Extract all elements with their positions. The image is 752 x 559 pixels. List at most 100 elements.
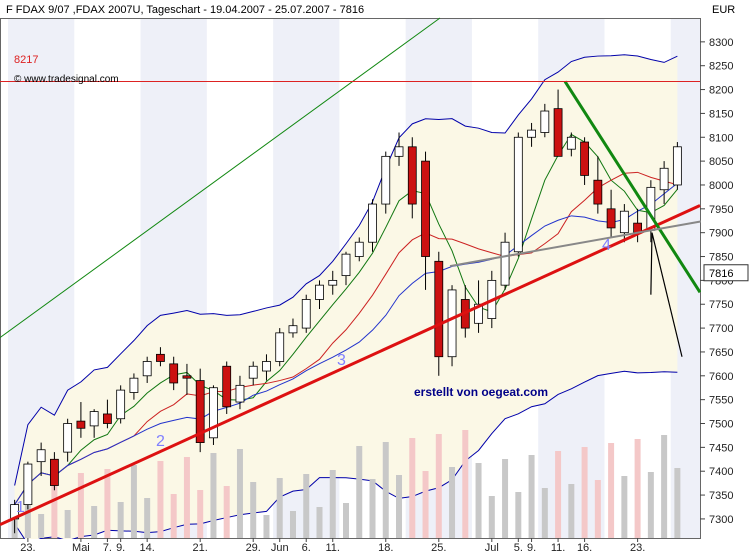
candle-body xyxy=(156,353,165,362)
candle-body xyxy=(142,361,152,377)
volume-bar xyxy=(236,449,243,538)
price-tick-label: 7650 xyxy=(709,347,733,359)
price-tick-label: 7500 xyxy=(709,419,733,431)
price-tick-label: 7600 xyxy=(709,371,733,383)
volume-bar xyxy=(303,474,310,538)
volume-bar xyxy=(449,467,456,538)
date-tick-label: 7. xyxy=(103,542,112,554)
price-tick-label: 7350 xyxy=(709,490,733,502)
candle-body xyxy=(63,423,73,453)
candle-body xyxy=(89,411,99,427)
credit-label: erstellt von oegeat.com xyxy=(414,385,548,399)
volume-bar xyxy=(130,465,137,538)
candle-body xyxy=(315,284,324,300)
candle-body xyxy=(381,155,391,205)
candle-body xyxy=(341,253,351,277)
candle-body xyxy=(275,332,285,362)
date-tick-label: 23. xyxy=(20,542,35,554)
date-tick-label: 29. xyxy=(246,542,261,554)
price-tick-label: 8000 xyxy=(709,180,733,192)
plot-frame xyxy=(0,18,701,539)
candle-body xyxy=(129,377,139,393)
candle-body xyxy=(500,241,510,286)
wave-annotation: 2 xyxy=(156,433,165,450)
volume-bar xyxy=(369,479,376,538)
volume-bar xyxy=(462,430,469,538)
candle-body xyxy=(619,210,629,234)
candle-body xyxy=(474,303,483,324)
wave-annotation: 4 xyxy=(602,237,611,254)
candle-body xyxy=(527,129,536,138)
date-tick-label: Mai xyxy=(72,542,90,554)
price-tick-label: 7450 xyxy=(709,442,733,454)
candle-body xyxy=(368,203,377,243)
candle-body xyxy=(447,289,457,358)
date-tick-label: 18. xyxy=(378,542,393,554)
volume-bar xyxy=(435,434,442,538)
candle-body xyxy=(103,413,112,424)
volume-bar xyxy=(170,494,177,538)
overlay-lines xyxy=(0,17,703,527)
volume-bar xyxy=(356,446,363,538)
candle-body xyxy=(659,167,669,191)
candle-body xyxy=(540,110,550,133)
volume-bar xyxy=(64,510,71,538)
volume-bar xyxy=(263,515,270,538)
candle-body xyxy=(421,160,430,257)
volume-bar xyxy=(515,492,522,538)
upper-band-line xyxy=(14,54,678,486)
date-axis: 23. Mai 7. 9. 14. 21. 29. Jun 6. 11. 18. 25. Jul 5. 9.… xyxy=(0,538,700,554)
volume-bar xyxy=(409,438,416,538)
candle-body xyxy=(301,299,311,329)
volume-bar xyxy=(91,506,98,538)
volume-bar xyxy=(555,451,562,538)
price-tick-label: 7750 xyxy=(709,299,733,311)
candle-body xyxy=(23,463,33,506)
candle-body xyxy=(407,146,417,205)
main-trendline xyxy=(0,204,701,527)
volume-bar xyxy=(38,514,45,538)
date-tick-label: Jul xyxy=(485,542,499,554)
candle-body xyxy=(235,384,245,403)
volume-bar xyxy=(621,476,628,538)
candle-body xyxy=(513,136,523,253)
volume-bar xyxy=(183,457,190,538)
candle-body xyxy=(49,458,59,486)
downtrend-line xyxy=(563,80,702,294)
candle-body xyxy=(76,420,86,429)
volume-bar xyxy=(541,488,548,538)
candle-body xyxy=(606,208,616,229)
upper-channel-line xyxy=(0,17,441,339)
volume-bar xyxy=(250,482,257,538)
candle-body xyxy=(672,146,682,186)
volume-bar xyxy=(502,459,509,538)
candle-body xyxy=(262,361,271,372)
price-axis: 7300 7350 7400 7450 7500 7550 7600 7650 7700 7750… xyxy=(700,0,752,554)
date-tick-label: 9. xyxy=(116,542,125,554)
price-tick-label: 7900 xyxy=(709,228,733,240)
chart-labels: F FDAX 9/07 ,FDAX 2007U, Tageschart - 19… xyxy=(6,4,735,516)
price-tick-label: 8150 xyxy=(709,108,733,120)
candle-body xyxy=(328,279,338,286)
date-tick-label: 5. xyxy=(514,542,523,554)
price-tick-label: 8200 xyxy=(709,85,733,97)
volume-bar xyxy=(117,502,124,538)
candle-body xyxy=(394,146,404,157)
candle-body xyxy=(580,141,589,176)
long-moving-average xyxy=(14,182,678,505)
volume-bar xyxy=(223,486,230,538)
candle-body xyxy=(248,365,258,379)
volume-bar xyxy=(316,507,323,538)
price-tick-label: 7550 xyxy=(709,395,733,407)
price-tick-label: 7700 xyxy=(709,323,733,335)
volume-bar xyxy=(475,463,482,538)
volume-bar xyxy=(528,455,535,538)
chart-title: F FDAX 9/07 ,FDAX 2007U, Tageschart - 19… xyxy=(6,4,364,16)
price-tick-label: 7300 xyxy=(709,514,733,526)
candle-body xyxy=(434,260,444,358)
price-tick-label: 8100 xyxy=(709,132,733,144)
candle-body xyxy=(209,387,218,439)
candle-body xyxy=(36,449,46,463)
band-fill xyxy=(14,54,678,544)
